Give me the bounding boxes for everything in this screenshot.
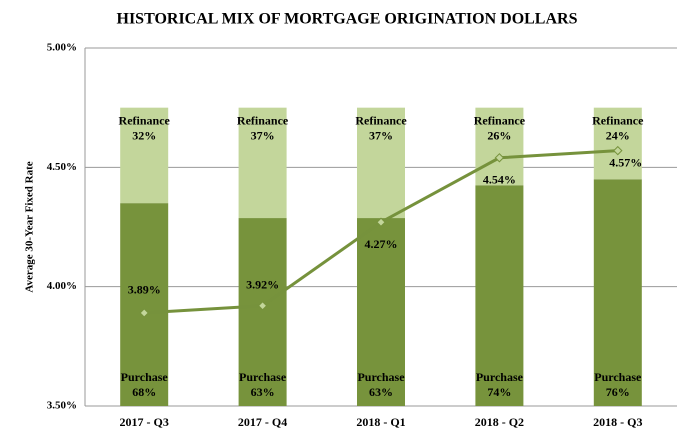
data-label: 74% xyxy=(487,385,511,399)
data-label: 24% xyxy=(606,128,630,142)
chart-title: HISTORICAL MIX OF MORTGAGE ORIGINATION D… xyxy=(117,11,578,28)
data-label: 63% xyxy=(369,385,393,399)
series-name-label: Refinance xyxy=(474,113,526,127)
series-name-label: Purchase xyxy=(476,370,524,384)
series-name-label: Refinance xyxy=(119,113,171,127)
x-tick-label: 2017 - Q4 xyxy=(238,415,287,429)
rate-marker xyxy=(257,301,268,311)
series-name-label: Purchase xyxy=(594,370,642,384)
series-name-label: Refinance xyxy=(237,113,289,127)
data-label: 68% xyxy=(132,385,156,399)
rate-marker xyxy=(139,308,149,318)
data-label: 3.89% xyxy=(128,283,161,297)
bar-segment xyxy=(238,218,287,406)
bar-segment xyxy=(120,107,169,204)
bar-segment xyxy=(238,107,287,219)
bar-segment xyxy=(593,179,642,406)
rate-marker xyxy=(613,145,623,156)
data-label: 37% xyxy=(251,128,275,142)
bar-segment xyxy=(357,107,405,219)
rate-marker xyxy=(494,153,505,163)
bar-segment xyxy=(475,185,524,406)
y-tick-label: 3.50% xyxy=(47,400,77,412)
series-name-label: Refinance xyxy=(355,113,407,127)
x-tick-label: 2018 - Q1 xyxy=(356,415,405,429)
data-label: 37% xyxy=(369,128,393,142)
data-label: 63% xyxy=(251,385,275,399)
data-label: 4.54% xyxy=(483,173,516,187)
series-name-label: Refinance xyxy=(592,113,644,127)
rate-marker xyxy=(376,217,386,227)
series-name-label: Purchase xyxy=(357,370,405,384)
data-label: 32% xyxy=(132,128,156,142)
series-name-label: Purchase xyxy=(121,370,169,384)
bar-segment xyxy=(120,203,169,406)
bar-segment xyxy=(357,218,405,406)
x-tick-label: 2018 - Q2 xyxy=(475,415,524,429)
y-tick-label: 4.50% xyxy=(47,161,77,173)
x-tick-label: 2018 - Q3 xyxy=(593,415,642,429)
y-axis-title: Average 30-Year Fixed Rate xyxy=(24,161,36,292)
data-label: 3.92% xyxy=(246,278,279,292)
bar-segment xyxy=(593,107,642,180)
y-tick-label: 5.00% xyxy=(47,42,77,54)
series-name-label: Purchase xyxy=(239,370,287,384)
data-label: 76% xyxy=(606,385,630,399)
bar-segment xyxy=(475,107,524,186)
data-label: 4.27% xyxy=(365,237,398,251)
data-label: 4.57% xyxy=(609,155,642,169)
y-tick-label: 4.00% xyxy=(47,280,77,292)
x-tick-label: 2017 - Q3 xyxy=(120,415,169,429)
data-label: 26% xyxy=(487,128,511,142)
